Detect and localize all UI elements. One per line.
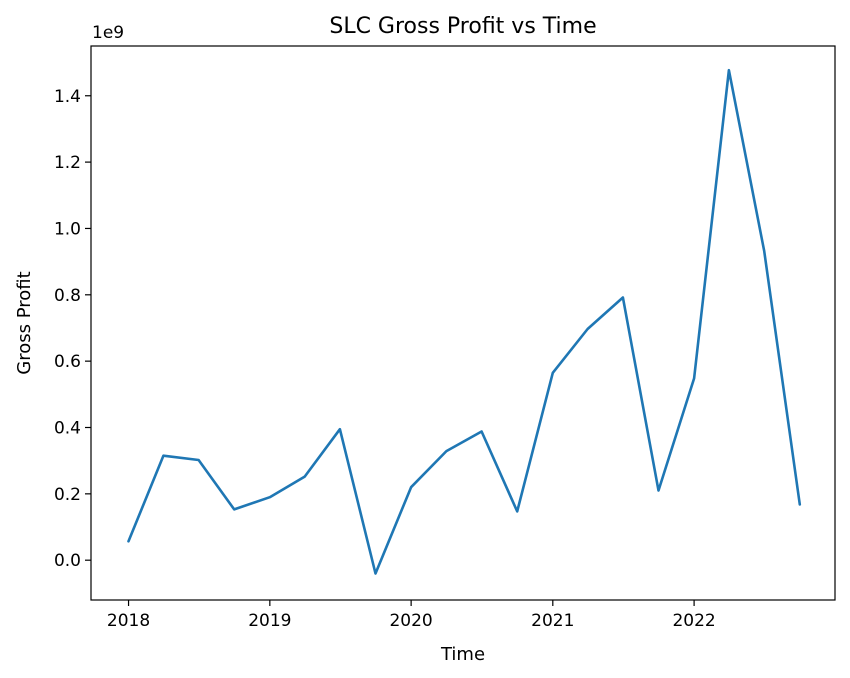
series-layer [127,68,802,575]
plot-frame [90,45,836,601]
y-tick-label: 0.4 [54,418,81,438]
y-tick-label: 0.2 [54,485,81,505]
y-tick-label: 0.0 [54,551,81,571]
y-tick-label: 0.8 [54,286,81,306]
chart-title: SLC Gross Profit vs Time [329,14,596,39]
x-tick-label: 2022 [672,611,715,631]
x-axis: 2018 2019 2020 2021 2022 [107,600,716,631]
y-axis-offset-label: 1e9 [92,23,124,43]
y-tick-label: 1.4 [54,87,81,107]
y-tick-label: 0.6 [54,352,81,372]
x-axis-label: Time [440,644,485,665]
y-tick-label: 1.2 [54,153,81,173]
x-tick-label: 2020 [389,611,432,631]
y-tick-label: 1.0 [54,219,81,239]
x-tick-label: 2018 [107,611,150,631]
y-axis: 0.0 0.2 0.4 0.6 0.8 1.0 1.2 1.4 [54,87,91,571]
x-tick-label: 2021 [531,611,574,631]
y-axis-label: Gross Profit [14,271,35,374]
x-tick-label: 2019 [248,611,291,631]
gross-profit-line [127,68,802,575]
